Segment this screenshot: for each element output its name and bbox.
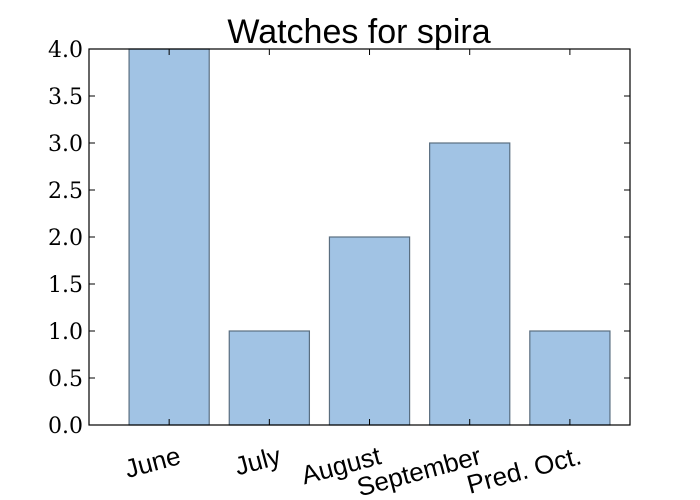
y-tick-label: 4.0	[48, 38, 83, 63]
bar-june	[128, 48, 210, 426]
y-tick-label: 3.0	[48, 132, 83, 157]
bar-august	[328, 236, 411, 426]
bar-september	[429, 142, 511, 426]
y-axis-ticks: 0.0 0.5 1.0 1.5 2.0 2.5 3.0 3.5 4.0	[48, 38, 630, 439]
x-tick-label: Pred. Oct.	[464, 440, 585, 499]
y-tick-label: 0.0	[48, 414, 83, 439]
x-tick-label: July	[231, 440, 283, 481]
y-tick-label: 1.0	[48, 320, 83, 345]
bar-july	[228, 330, 311, 426]
y-tick-label: 3.5	[48, 85, 83, 110]
chart-title: Watches for spira	[227, 13, 490, 51]
bar-pred-oct	[529, 330, 611, 426]
y-tick-label: 1.5	[48, 273, 83, 298]
y-tick-label: 2.5	[48, 179, 83, 204]
bars-group	[128, 48, 611, 426]
y-tick-label: 0.5	[48, 367, 83, 392]
y-tick-label: 2.0	[48, 226, 83, 251]
x-tick-label: June	[121, 440, 183, 484]
